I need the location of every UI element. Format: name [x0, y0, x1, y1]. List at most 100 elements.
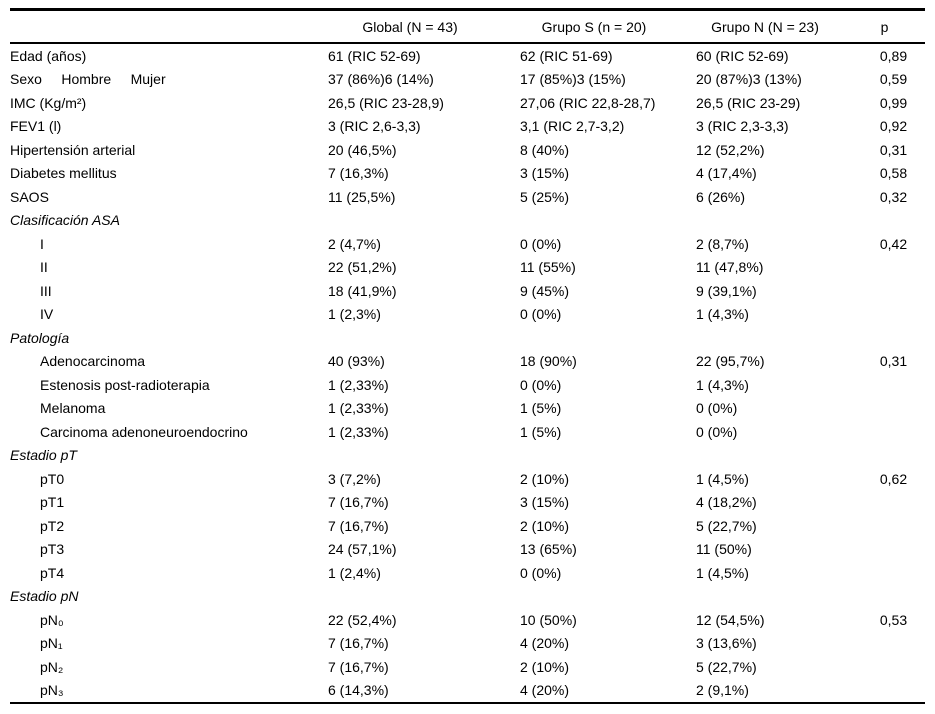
- cell-global: 7 (16,7%): [328, 517, 389, 534]
- cell-grupo-n: [696, 444, 862, 468]
- cell-grupo-s: [520, 326, 696, 350]
- table-row: pT2 7 (16,7%) 2 (10%) 5 (22,7%): [10, 514, 925, 538]
- cell-p: [862, 326, 925, 350]
- cell-global: 1 (2,33%): [328, 423, 389, 440]
- cell-grupo-s: 17 (85%)3 (15%): [520, 71, 626, 88]
- cell-grupo-s: 5 (25%): [520, 188, 570, 205]
- col-header-p: p: [862, 8, 925, 44]
- table-row: Estenosis post-radioterapia 1 (2,33%) 0 (0…: [10, 373, 925, 397]
- cell-p: [862, 655, 925, 679]
- cell-grupo-s: 3 (15%): [520, 494, 570, 511]
- table-row: Adenocarcinoma 40 (93%) 18 (90%) 22 (95,7%)…: [10, 350, 925, 374]
- table-row: pT1 7 (16,7%) 3 (15%) 4 (18,2%): [10, 491, 925, 515]
- row-label: III: [40, 282, 52, 299]
- row-label: pN₀: [40, 611, 64, 628]
- cell-p: 0,31: [879, 353, 908, 370]
- table-row: Clasificación ASA: [10, 209, 925, 233]
- cell-global: 2 (4,7%): [328, 235, 381, 252]
- table-row: pN₁ 7 (16,7%) 4 (20%) 3 (13,6%): [10, 632, 925, 656]
- table-row: pT0 3 (7,2%) 2 (10%) 1 (4,5%) 0,62: [10, 467, 925, 491]
- cell-grupo-n: 12 (54,5%): [696, 611, 765, 628]
- row-label: SAOS: [10, 188, 49, 205]
- cell-grupo-n: 2 (9,1%): [696, 678, 862, 704]
- row-label: II: [40, 259, 48, 276]
- cell-p: [862, 561, 925, 585]
- cell-p: [862, 678, 925, 704]
- cell-p: 0,31: [879, 141, 908, 158]
- table-body: Edad (años) 61 (RIC 52-69) 62 (RIC 51-69) 6…: [10, 43, 925, 704]
- cell-grupo-s: 8 (40%): [520, 141, 570, 158]
- cell-grupo-s: 62 (RIC 51-69): [520, 47, 613, 64]
- cell-grupo-s: 4 (20%): [520, 635, 570, 652]
- cell-global: 26,5 (RIC 23-28,9): [328, 94, 444, 111]
- cell-grupo-s: 3 (15%): [520, 165, 570, 182]
- cell-grupo-n: 2 (8,7%): [696, 235, 749, 252]
- cell-grupo-s: 4 (20%): [520, 678, 696, 704]
- row-label: Estenosis post-radioterapia: [40, 376, 210, 393]
- table-row: Melanoma 1 (2,33%) 1 (5%) 0 (0%): [10, 397, 925, 421]
- cell-global: [328, 209, 520, 233]
- cell-grupo-n: 4 (18,2%): [696, 494, 757, 511]
- row-label: Estadio pT: [10, 447, 77, 464]
- cell-global: 7 (16,7%): [328, 494, 389, 511]
- table-row: SAOS 11 (25,5%) 5 (25%) 6 (26%) 0,32: [10, 185, 925, 209]
- cell-global: 40 (93%): [328, 353, 385, 370]
- cell-p: [862, 444, 925, 468]
- cell-grupo-n: 0 (0%): [696, 423, 738, 440]
- cell-p: [862, 491, 925, 515]
- row-label: FEV1 (l): [10, 118, 62, 135]
- cell-global: 11 (25,5%): [328, 188, 396, 205]
- cell-grupo-n: 1 (4,5%): [696, 564, 749, 581]
- table-row: Estadio pN: [10, 585, 925, 609]
- cell-global: 6 (14,3%): [328, 678, 520, 704]
- cell-grupo-n: 11 (47,8%): [696, 259, 764, 276]
- cell-global: 3 (RIC 2,6-3,3): [328, 118, 421, 135]
- cell-p: [862, 209, 925, 233]
- cell-global: 18 (41,9%): [328, 282, 397, 299]
- cell-grupo-s: 2 (10%): [520, 470, 570, 487]
- row-label: IV: [40, 306, 54, 323]
- col-header-global: Global (N = 43): [328, 8, 520, 44]
- table-row: FEV1 (l) 3 (RIC 2,6-3,3) 3,1 (RIC 2,7-3,2)…: [10, 115, 925, 139]
- row-label: Hipertensión arterial: [10, 141, 136, 158]
- cell-grupo-n: 5 (22,7%): [696, 517, 757, 534]
- patient-characteristics-table: Global (N = 43) Grupo S (n = 20) Grupo N…: [10, 8, 925, 704]
- cell-grupo-n: 26,5 (RIC 23-29): [696, 94, 801, 111]
- cell-grupo-s: 10 (50%): [520, 611, 577, 628]
- cell-grupo-n: 60 (RIC 52-69): [696, 47, 789, 64]
- row-label: Adenocarcinoma: [40, 353, 146, 370]
- row-label: pT4: [40, 564, 65, 581]
- col-header-grupo-s: Grupo S (n = 20): [520, 8, 696, 44]
- cell-p: [862, 373, 925, 397]
- cell-p: [862, 585, 925, 609]
- row-label: Sexo Hombre Mujer: [10, 71, 166, 88]
- cell-grupo-s: 0 (0%): [520, 376, 562, 393]
- cell-global: [328, 585, 520, 609]
- table-row: I 2 (4,7%) 0 (0%) 2 (8,7%) 0,42: [10, 232, 925, 256]
- cell-grupo-s: 0 (0%): [520, 306, 562, 323]
- row-label: pT2: [40, 517, 65, 534]
- cell-grupo-s: 0 (0%): [520, 235, 562, 252]
- col-header-grupo-n: Grupo N (N = 23): [696, 8, 862, 44]
- cell-grupo-n: 22 (95,7%): [696, 353, 765, 370]
- cell-global: 22 (52,4%): [328, 611, 397, 628]
- cell-global: 22 (51,2%): [328, 259, 397, 276]
- cell-global: [328, 326, 520, 350]
- cell-grupo-n: 4 (17,4%): [696, 165, 757, 182]
- cell-grupo-s: 2 (10%): [520, 658, 570, 675]
- cell-grupo-n: [696, 209, 862, 233]
- table-row: IV 1 (2,3%) 0 (0%) 1 (4,3%): [10, 303, 925, 327]
- table-row: Edad (años) 61 (RIC 52-69) 62 (RIC 51-69) 6…: [10, 43, 925, 68]
- cell-global: 7 (16,3%): [328, 165, 389, 182]
- cell-grupo-n: [696, 585, 862, 609]
- table-row: pN₀ 22 (52,4%) 10 (50%) 12 (54,5%) 0,53: [10, 608, 925, 632]
- cell-grupo-s: 0 (0%): [520, 564, 562, 581]
- cell-grupo-s: [520, 209, 696, 233]
- cell-p: 0,32: [879, 188, 908, 205]
- cell-global: 1 (2,4%): [328, 564, 381, 581]
- cell-global: 24 (57,1%): [328, 541, 397, 558]
- cell-global: 37 (86%)6 (14%): [328, 71, 434, 88]
- table-row: Estadio pT: [10, 444, 925, 468]
- table-row: Carcinoma adenoneuroendocrino 1 (2,33%) 1 …: [10, 420, 925, 444]
